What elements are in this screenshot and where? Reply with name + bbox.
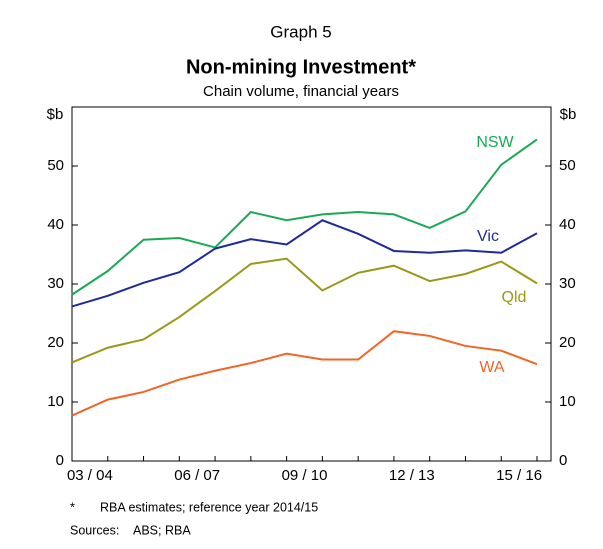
series-line bbox=[71, 138, 538, 296]
x-tick-label: 06 / 07 bbox=[174, 467, 220, 484]
y-tick-label: 10 bbox=[47, 393, 64, 410]
series-line bbox=[71, 257, 538, 364]
y2-unit: $b bbox=[560, 106, 577, 123]
note-text: RBA estimates; reference year 2014/15 bbox=[100, 500, 318, 514]
series-label: Vic bbox=[477, 228, 499, 245]
x-tick-label: 12 / 13 bbox=[389, 467, 435, 484]
plot-frame bbox=[71, 106, 552, 462]
x-tick-label: 15 / 16 bbox=[496, 467, 542, 484]
series-label: Qld bbox=[502, 289, 527, 306]
series-label: NSW bbox=[476, 134, 514, 151]
y-tick-label: 40 bbox=[47, 216, 64, 233]
source-text: ABS; RBA bbox=[133, 523, 191, 537]
y2-tick-label: 20 bbox=[559, 334, 576, 351]
y2-tick-label: 0 bbox=[559, 452, 567, 469]
y-tick-label: 0 bbox=[56, 452, 64, 469]
chart-subtitle: Chain volume, financial years bbox=[203, 83, 399, 100]
series-label: WA bbox=[479, 359, 505, 376]
note-marker: * bbox=[70, 500, 75, 514]
source-label: Sources: bbox=[70, 523, 119, 537]
y-tick-label: 20 bbox=[47, 334, 64, 351]
y-unit: $b bbox=[47, 106, 64, 123]
y2-tick-label: 30 bbox=[559, 275, 576, 292]
y-tick-label: 50 bbox=[47, 157, 64, 174]
graph-number: Graph 5 bbox=[270, 22, 331, 41]
series-line bbox=[71, 219, 538, 308]
x-tick-label: 03 / 04 bbox=[67, 467, 113, 484]
series-line bbox=[71, 330, 538, 417]
chart-title: Non-mining Investment* bbox=[186, 56, 416, 78]
x-tick-label: 09 / 10 bbox=[282, 467, 328, 484]
y2-tick-label: 10 bbox=[559, 393, 576, 410]
y2-tick-label: 40 bbox=[559, 216, 576, 233]
y2-tick-label: 50 bbox=[559, 157, 576, 174]
y-tick-label: 30 bbox=[47, 275, 64, 292]
